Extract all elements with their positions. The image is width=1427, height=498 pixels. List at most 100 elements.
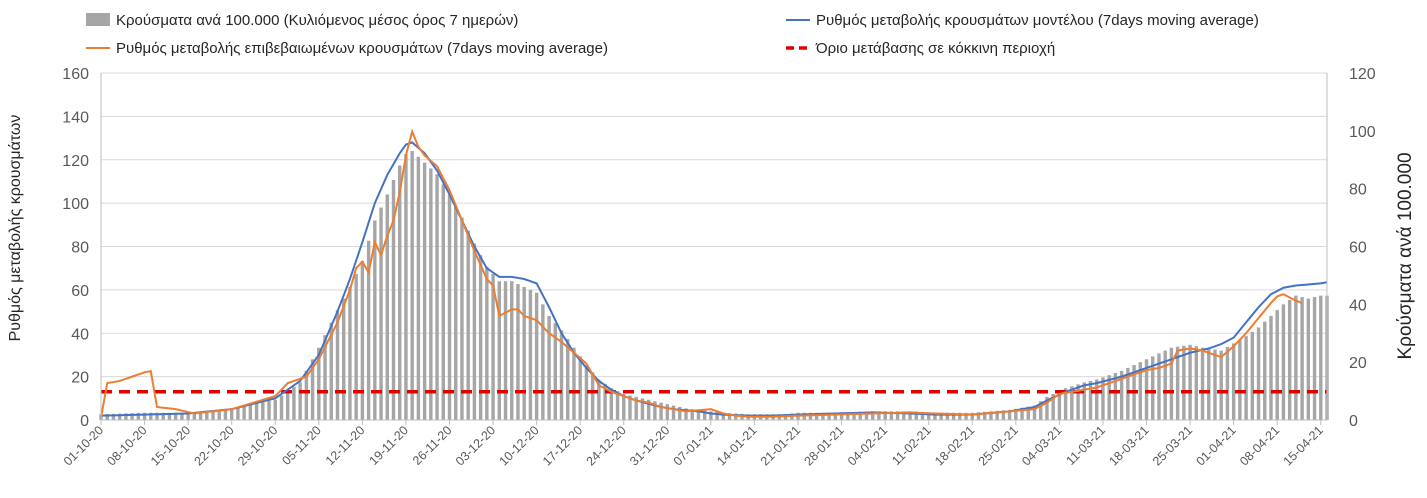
bars-series xyxy=(99,151,1329,420)
x-tick-label: 25-03-21 xyxy=(1150,423,1195,468)
confirmed-rate-line xyxy=(100,128,1303,419)
bar xyxy=(547,315,551,420)
y-right-tick-label: 40 xyxy=(1349,297,1367,314)
gridlines xyxy=(101,72,1327,378)
bar xyxy=(609,388,614,420)
x-tick-label: 12-11-20 xyxy=(323,423,368,468)
x-tick-label: 07-01-21 xyxy=(671,423,716,468)
bar xyxy=(1032,405,1037,420)
bar xyxy=(1026,406,1030,420)
bar xyxy=(1039,401,1043,420)
bar xyxy=(422,162,427,420)
x-tick-label: 18-03-21 xyxy=(1106,423,1151,468)
bar xyxy=(914,411,918,420)
x-tick-label: 04-02-21 xyxy=(845,423,890,468)
x-tick-label: 11-02-21 xyxy=(889,423,934,468)
bar xyxy=(1182,345,1186,420)
bar xyxy=(1138,362,1143,420)
bar xyxy=(858,411,862,420)
bar xyxy=(211,410,215,420)
bar xyxy=(360,260,365,420)
x-tick-label: 19-11-20 xyxy=(366,423,411,468)
bar xyxy=(323,335,327,420)
bar xyxy=(1263,321,1267,420)
bar xyxy=(454,206,458,420)
bar xyxy=(429,168,433,420)
bar xyxy=(1107,375,1111,420)
bar xyxy=(983,411,987,420)
bar xyxy=(130,413,134,420)
x-tick-label: 15-10-20 xyxy=(148,423,193,468)
bar xyxy=(117,413,122,420)
y-right-tick-label: 100 xyxy=(1349,124,1376,141)
bar xyxy=(292,386,296,420)
bar xyxy=(472,243,477,420)
bar xyxy=(1082,382,1087,420)
bar xyxy=(1001,410,1006,420)
bar xyxy=(161,412,165,420)
bar xyxy=(1225,346,1230,420)
bar xyxy=(883,411,887,420)
bar xyxy=(385,194,389,420)
bar xyxy=(1238,339,1242,420)
bar xyxy=(684,408,688,420)
x-tick-label: 22-10-20 xyxy=(192,423,237,468)
x-tick-label: 29-10-20 xyxy=(235,423,280,468)
bar xyxy=(597,379,601,420)
bar xyxy=(989,411,993,420)
x-tick-label: 26-11-20 xyxy=(410,423,455,468)
y-left-tick-label: 120 xyxy=(62,153,89,170)
bar xyxy=(1119,370,1124,420)
bar xyxy=(833,412,838,420)
bar xyxy=(516,284,520,420)
y-right-tick-label: 120 xyxy=(1349,66,1376,83)
bar xyxy=(105,414,109,420)
x-tick-label: 25-02-21 xyxy=(976,423,1021,468)
bar xyxy=(1269,315,1273,420)
bar xyxy=(310,359,315,420)
x-tick-label: 01-04-21 xyxy=(1193,423,1238,468)
bar xyxy=(976,412,981,420)
bar xyxy=(341,298,346,420)
bar xyxy=(727,413,732,420)
x-tick-label: 11-03-21 xyxy=(1063,423,1108,468)
bar xyxy=(1163,350,1167,420)
bar xyxy=(124,413,128,420)
y-left-tick-label: 80 xyxy=(71,240,89,257)
legend-label-model: Ρυθμός μεταβολής κρουσμάτων μοντέλου (7d… xyxy=(816,12,1259,29)
x-tick-label: 31-12-20 xyxy=(627,423,672,468)
legend-swatch-bars xyxy=(86,13,110,26)
bar xyxy=(1213,349,1217,420)
bar xyxy=(503,281,508,420)
bar xyxy=(348,286,352,420)
bar xyxy=(902,411,906,420)
bar xyxy=(721,412,726,420)
bar xyxy=(373,220,377,420)
bar xyxy=(1088,380,1093,420)
x-tick-label: 28-01-21 xyxy=(801,423,846,468)
bar xyxy=(111,413,116,420)
bar xyxy=(622,393,626,420)
bar xyxy=(1076,384,1080,420)
bar xyxy=(1194,346,1199,420)
bar xyxy=(572,347,576,420)
bar xyxy=(846,412,850,420)
bar xyxy=(447,194,452,420)
x-tick-label: 14-01-21 xyxy=(714,423,759,468)
bar xyxy=(1014,408,1018,420)
model-rate-line xyxy=(100,141,1328,417)
bar xyxy=(702,410,707,420)
y-left-tick-label: 100 xyxy=(62,196,89,213)
bar xyxy=(391,179,396,420)
bar xyxy=(578,356,582,420)
bar xyxy=(379,207,383,420)
bar xyxy=(566,339,570,420)
bar xyxy=(522,286,526,420)
bar xyxy=(690,409,694,420)
bar xyxy=(460,217,464,420)
bar xyxy=(180,412,184,420)
bar xyxy=(1294,295,1298,420)
bar xyxy=(236,407,240,420)
x-tick-label: 08-10-20 xyxy=(104,423,149,468)
x-tick-label: 17-12-20 xyxy=(540,423,585,468)
